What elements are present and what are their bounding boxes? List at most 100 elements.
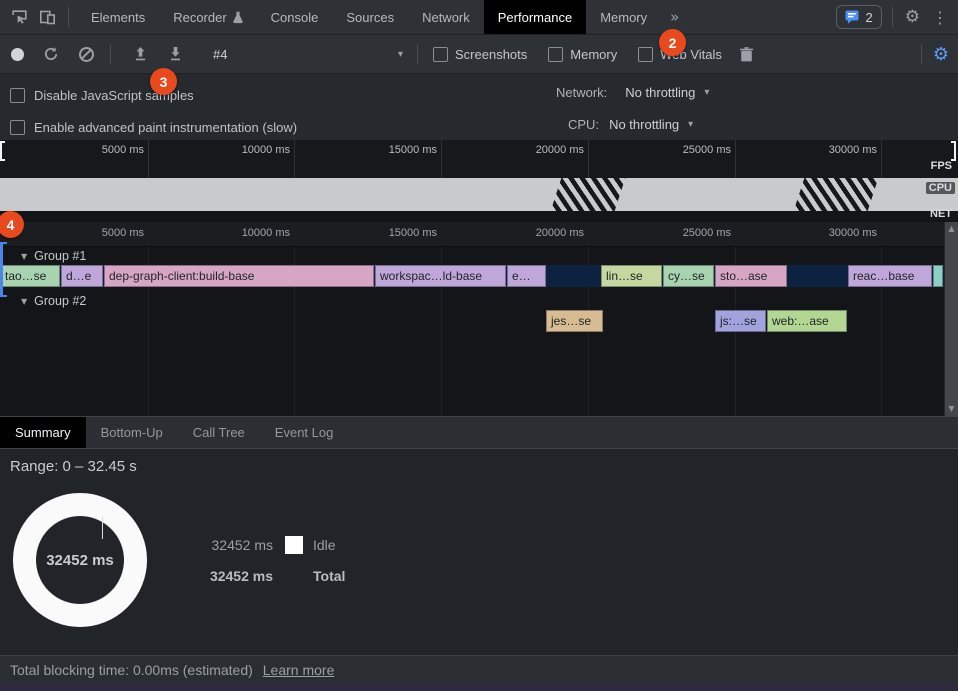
tab-label: Bottom-Up	[100, 425, 163, 440]
ruler-tick-label: 15000 ms	[388, 144, 437, 156]
gridline	[294, 222, 295, 416]
console-insights-button[interactable]: 2	[835, 5, 882, 29]
tab-call-tree[interactable]: Call Tree	[178, 417, 260, 448]
ruler-tick-label: 5000 ms	[101, 144, 144, 156]
menu-dots-icon[interactable]: ⋮	[932, 7, 948, 27]
network-value: No throttling	[625, 85, 696, 100]
summary-legend: 32452 ms Idle 32452 ms Total	[180, 533, 345, 595]
tab-label: Memory	[600, 9, 648, 25]
option-row: Enable advanced paint instrumentation (s…	[0, 117, 958, 137]
chat-bubble-icon	[845, 10, 860, 24]
tab-event-log[interactable]: Event Log	[260, 417, 349, 448]
status-bar: Total blocking time: 0.00ms (estimated) …	[0, 655, 958, 683]
overview-ruler: 5000 ms 10000 ms 15000 ms 20000 ms 25000 ms 3…	[0, 140, 958, 178]
flame-bar[interactable]: workspac…ld-base	[375, 265, 506, 287]
tab-recorder[interactable]: Recorder	[159, 0, 256, 34]
tab-summary[interactable]: Summary	[0, 417, 86, 448]
tab-console[interactable]: Console	[257, 0, 333, 34]
ruler-tick-label: 20000 ms	[535, 227, 584, 239]
save-profile-icon[interactable]	[167, 46, 183, 62]
clear-icon[interactable]	[78, 46, 94, 62]
tab-label: Call Tree	[192, 425, 245, 440]
ruler-tick-label: 25000 ms	[682, 227, 731, 239]
disable-js-samples-checkbox[interactable]	[10, 87, 25, 103]
load-profile-icon[interactable]	[132, 46, 148, 62]
selection-handle-right[interactable]	[951, 141, 956, 161]
reload-and-record-icon[interactable]	[43, 46, 59, 62]
cpu-label: CPU:	[568, 117, 600, 132]
scroll-down-icon[interactable]: ▼	[948, 404, 955, 413]
range-label: Range: 0 – 32.45 s	[10, 458, 137, 475]
flame-bar[interactable]: jes…se	[546, 310, 603, 332]
tab-label: Summary	[15, 425, 71, 440]
flame-bar[interactable]	[933, 265, 943, 287]
flame-bar[interactable]: sto…ase	[715, 265, 787, 287]
group-label: Group #1	[34, 249, 87, 263]
trash-icon[interactable]	[739, 46, 755, 62]
ruler-tick-label: 20000 ms	[535, 144, 584, 156]
gridline	[441, 222, 442, 416]
settings-gear-icon[interactable]: ⚙	[904, 6, 920, 27]
history-dropdown[interactable]: #4 ▾	[213, 47, 403, 62]
ruler-tick-label: 15000 ms	[388, 227, 437, 239]
tab-memory[interactable]: Memory	[586, 0, 661, 34]
tab-bottom-up[interactable]: Bottom-Up	[86, 417, 178, 448]
ruler-tick-label: 10000 ms	[241, 227, 290, 239]
legend-row-idle: 32452 ms Idle	[180, 533, 345, 557]
tab-performance[interactable]: Performance	[483, 0, 587, 34]
chevron-down-icon: ▾	[397, 48, 403, 60]
ruler-tick-label: 10000 ms	[241, 144, 290, 156]
tabbar-right-cluster: 2 ⚙ ⋮	[835, 5, 958, 29]
learn-more-link[interactable]: Learn more	[262, 661, 335, 678]
divider	[68, 7, 69, 27]
flame-row-2: jes…se js:…se web:…ase	[0, 310, 944, 332]
tab-label: Recorder	[173, 9, 227, 25]
network-throttling-select[interactable]: No throttling ▾	[625, 85, 709, 100]
capture-settings-gear-icon[interactable]: ⚙	[932, 43, 949, 65]
selection-handle-left[interactable]	[0, 141, 5, 161]
flame-ruler: 5000 ms 10000 ms 15000 ms 20000 ms 25000 ms 3…	[0, 222, 944, 247]
screenshots-checkbox[interactable]: Screenshots	[433, 46, 527, 62]
group-2-header[interactable]: ▼ Group #2	[0, 292, 86, 310]
flame-bar[interactable]: cy…se	[663, 265, 714, 287]
gridline	[881, 222, 882, 416]
ruler-tick-label: 25000 ms	[682, 144, 731, 156]
flame-bar[interactable]: dep-graph-client:build-base	[104, 265, 374, 287]
cpu-throttling-select[interactable]: No throttling ▾	[609, 117, 693, 132]
option-row: Disable JavaScript samples Network: No t…	[0, 85, 958, 105]
flame-bar[interactable]: tao…se	[0, 265, 60, 287]
flame-scrollbar[interactable]: ▲ ▼	[944, 222, 958, 416]
tab-network[interactable]: Network	[408, 0, 484, 34]
checkbox-label: Memory	[570, 46, 618, 62]
capture-settings-pane: Disable JavaScript samples Network: No t…	[0, 74, 958, 140]
flask-icon	[233, 11, 243, 24]
device-toolbar-icon[interactable]	[38, 8, 56, 26]
tab-elements[interactable]: Elements	[77, 0, 159, 34]
paint-instrumentation-checkbox[interactable]	[10, 119, 25, 135]
scroll-up-icon[interactable]: ▲	[948, 224, 955, 233]
divider	[417, 44, 418, 64]
more-tabs-button[interactable]: »	[670, 8, 680, 26]
flame-bar[interactable]: js:…se	[715, 310, 766, 332]
flame-bar[interactable]: lin…se	[601, 265, 662, 287]
flame-chart[interactable]: 5000 ms 10000 ms 15000 ms 20000 ms 25000 ms 3…	[0, 222, 958, 416]
flame-row-1: tao…se d…e dep-graph-client:build-base work…	[0, 265, 944, 287]
inspect-element-icon[interactable]	[10, 8, 28, 26]
record-button[interactable]	[11, 47, 24, 61]
group-1-header[interactable]: ▼ Group #1	[0, 247, 86, 265]
flame-bar[interactable]: reac…base	[848, 265, 932, 287]
memory-checkbox[interactable]: Memory	[548, 46, 618, 62]
ruler-tick-label: 30000 ms	[828, 144, 877, 156]
flame-bar[interactable]: web:…ase	[767, 310, 847, 332]
cpu-busy-region	[793, 178, 879, 211]
tab-sources[interactable]: Sources	[332, 0, 408, 34]
network-label: Network:	[556, 85, 608, 100]
ruler-tick-label: 5000 ms	[101, 227, 144, 239]
collapse-arrow-icon: ▼	[21, 251, 28, 261]
timeline-overview[interactable]: 5000 ms 10000 ms 15000 ms 20000 ms 25000 ms 3…	[0, 140, 958, 222]
flame-bar[interactable]: e…	[507, 265, 546, 287]
tab-label: Network	[422, 9, 470, 25]
flame-bar[interactable]: d…e	[61, 265, 103, 287]
group-label: Group #2	[34, 294, 87, 308]
